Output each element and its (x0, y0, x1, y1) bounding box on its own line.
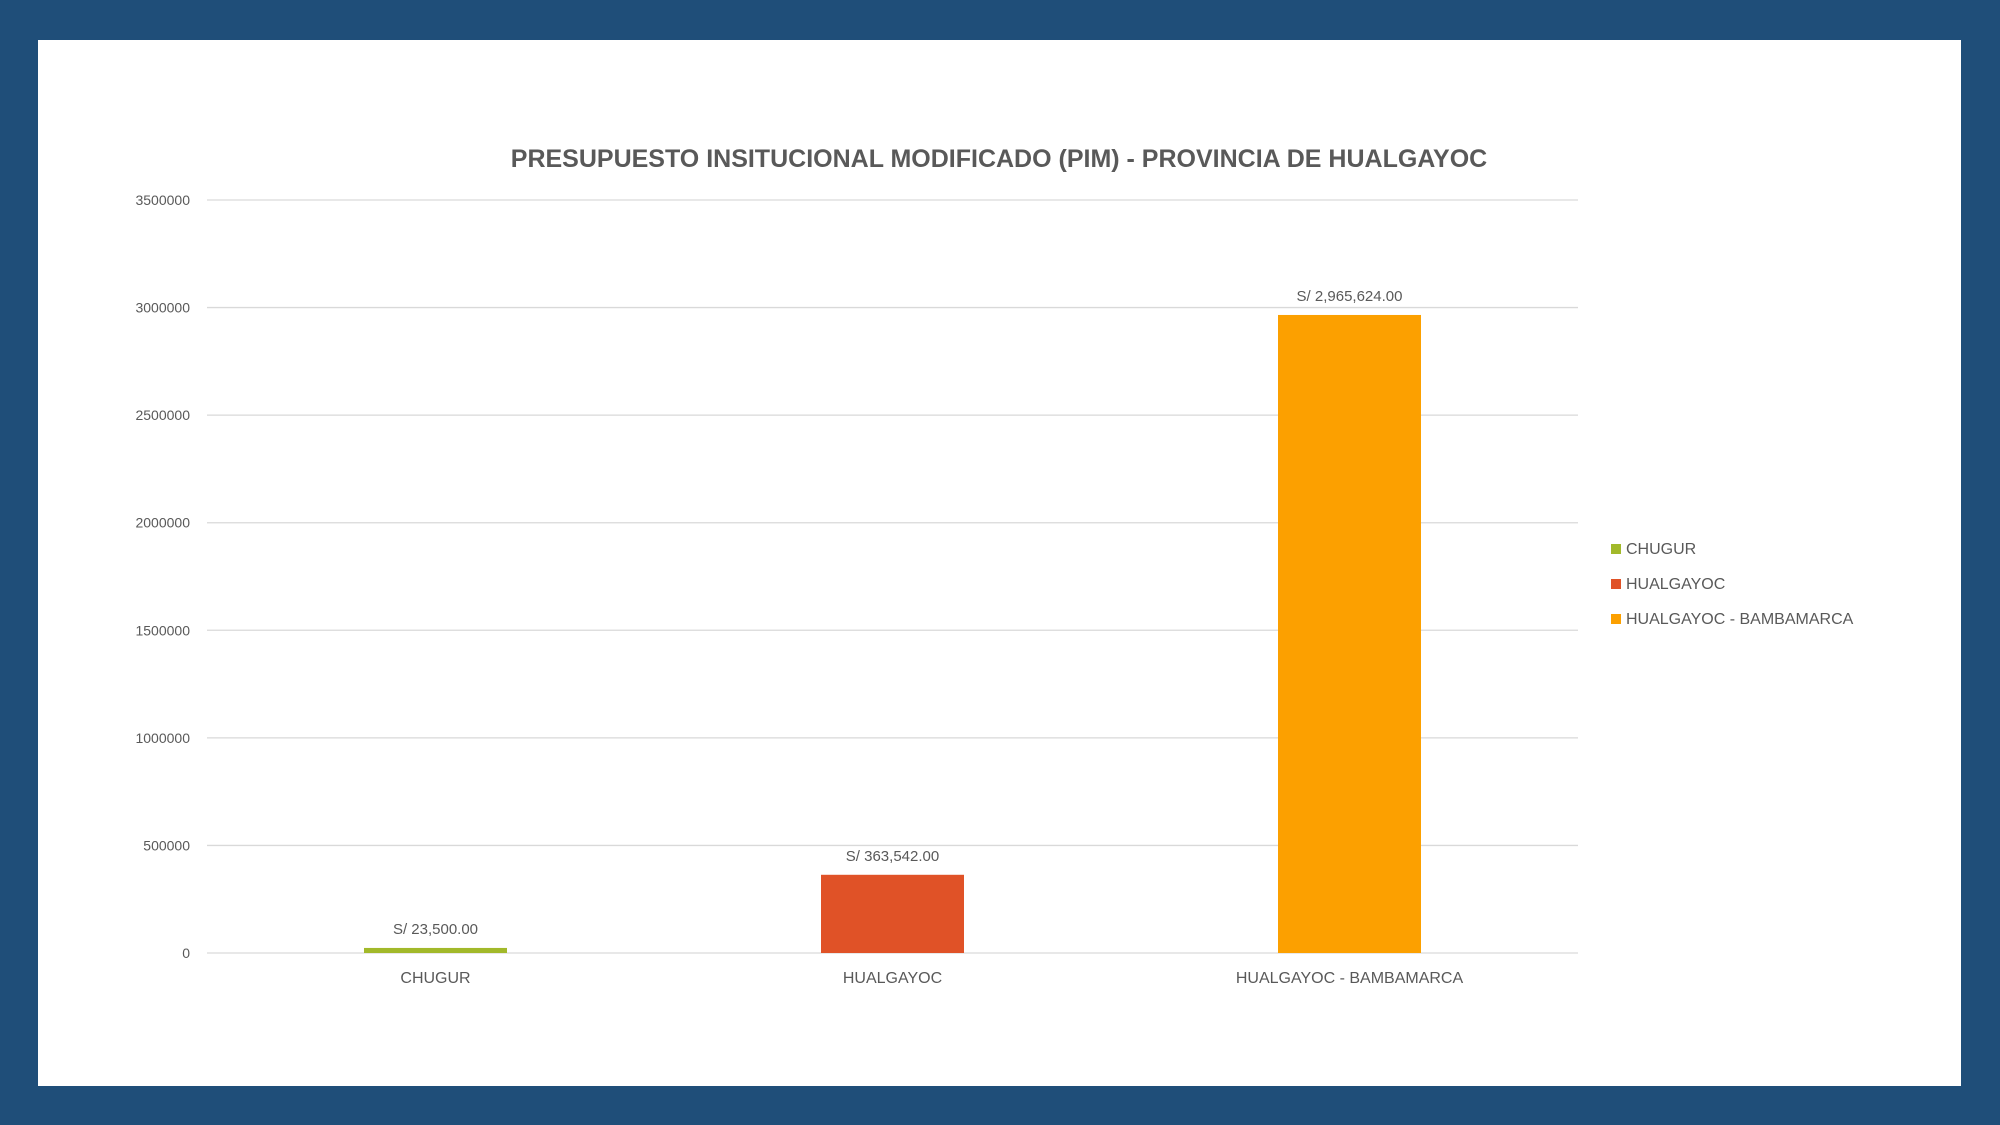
data-label: S/ 363,542.00 (846, 848, 939, 865)
bar-hualgayoc-bambamarca (1278, 314, 1421, 954)
legend-swatch (1611, 544, 1621, 554)
legend-entry: HUALGAYOC - BAMBAMARCA (1626, 611, 1854, 628)
y-tick-label: 1500000 (135, 622, 190, 638)
y-tick-label: 2000000 (135, 515, 190, 531)
y-tick-label: 500000 (143, 837, 190, 853)
chart-title: PRESUPUESTO INSITUCIONAL MODIFICADO (PIM… (511, 145, 1487, 173)
legend-entry: HUALGAYOC (1626, 576, 1725, 593)
data-label: S/ 2,965,624.00 (1297, 288, 1403, 305)
data-label: S/ 23,500.00 (393, 921, 478, 938)
x-tick-label: CHUGUR (400, 970, 470, 987)
y-tick-label: 3000000 (135, 300, 190, 316)
y-tick-label: 2500000 (135, 407, 190, 423)
bar-chart: PRESUPUESTO INSITUCIONAL MODIFICADO (PIM… (135, 145, 1854, 987)
bar-chugur (364, 947, 507, 953)
y-tick-label: 3500000 (135, 192, 190, 208)
x-tick-label: HUALGAYOC - BAMBAMARCA (1236, 970, 1464, 987)
y-tick-label: 1000000 (135, 730, 190, 746)
legend-swatch (1611, 614, 1621, 624)
legend-entry: CHUGUR (1626, 541, 1696, 558)
x-tick-label: HUALGAYOC (843, 970, 942, 987)
slide-panel: PRESUPUESTO INSITUCIONAL MODIFICADO (PIM… (38, 40, 1961, 1086)
bar-hualgayoc (821, 874, 964, 953)
legend-swatch (1611, 579, 1621, 589)
y-tick-label: 0 (182, 945, 190, 961)
